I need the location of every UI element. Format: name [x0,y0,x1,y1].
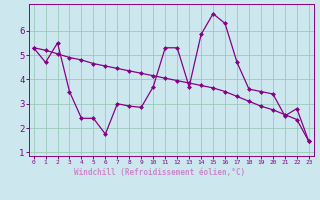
Text: 7: 7 [0,0,3,2]
Text: Windchill (Refroidissement éolien,°C): Windchill (Refroidissement éolien,°C) [75,168,245,177]
